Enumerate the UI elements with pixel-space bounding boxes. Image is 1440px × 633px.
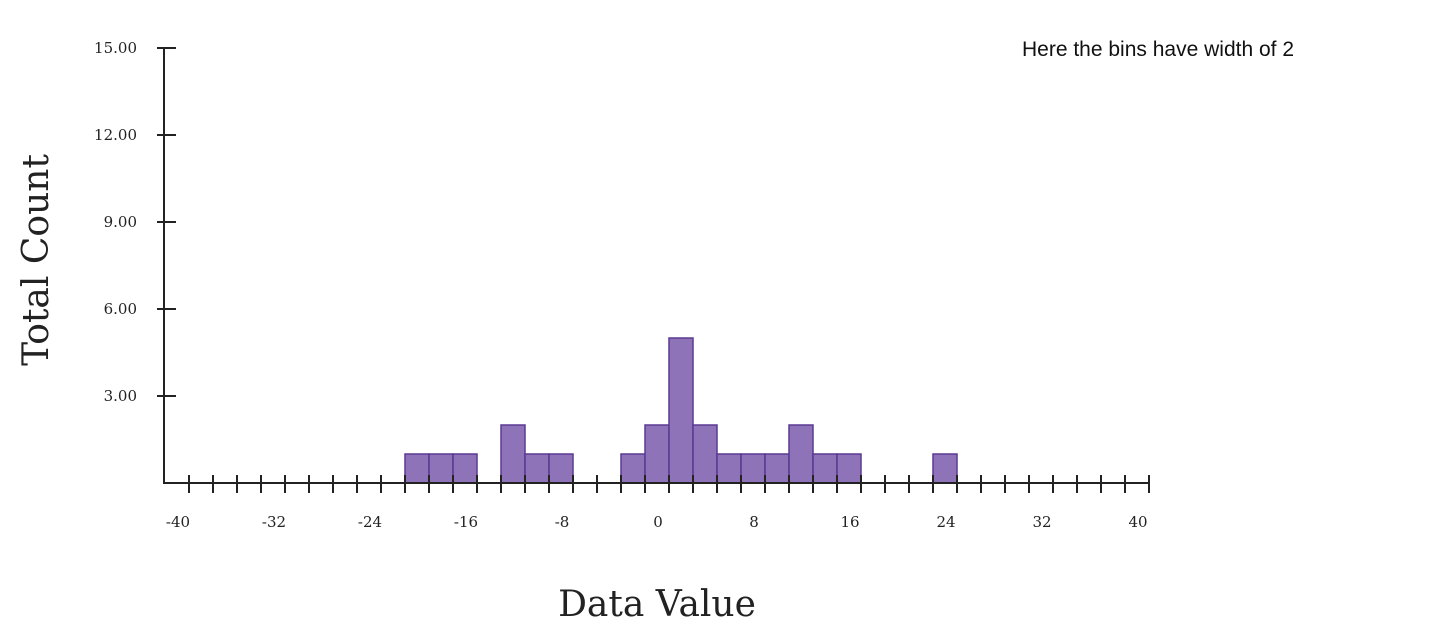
x-tick-label: -24 bbox=[358, 513, 382, 531]
axes bbox=[157, 47, 1150, 493]
histogram-bar bbox=[740, 453, 766, 484]
histogram-bar bbox=[812, 453, 838, 484]
histogram-bar bbox=[620, 453, 646, 484]
histogram-bar bbox=[668, 337, 694, 484]
y-tick-label: 3.00 bbox=[104, 387, 137, 405]
histogram-bar bbox=[404, 453, 430, 484]
y-tick-label: 12.00 bbox=[94, 126, 137, 144]
x-tick-label: -40 bbox=[166, 513, 190, 531]
histogram-bar bbox=[836, 453, 862, 484]
bin-width-annotation: Here the bins have width of 2 bbox=[1022, 38, 1294, 61]
histogram-bar bbox=[428, 453, 454, 484]
histogram-bar bbox=[692, 424, 718, 484]
x-axis-title: Data Value bbox=[558, 584, 756, 625]
x-tick-label: 32 bbox=[1032, 513, 1051, 531]
histogram-bars bbox=[404, 337, 958, 484]
x-tick-label: -32 bbox=[262, 513, 286, 531]
y-tick-label: 9.00 bbox=[104, 213, 137, 231]
histogram-bar bbox=[524, 453, 550, 484]
tick-labels: -40 -32 -24 -16 -8 0 8 16 24 32 40 3.00 6.00 9.00 12.0… bbox=[94, 39, 1148, 531]
histogram-bar bbox=[764, 453, 790, 484]
x-tick-label: -8 bbox=[555, 513, 570, 531]
histogram-bar bbox=[644, 424, 670, 484]
histogram-bar bbox=[716, 453, 742, 484]
x-tick-label: 8 bbox=[749, 513, 759, 531]
histogram-bar bbox=[932, 453, 958, 484]
x-tick-label: 0 bbox=[653, 513, 663, 531]
histogram-bar bbox=[452, 453, 478, 484]
y-tick-label: 15.00 bbox=[94, 39, 137, 57]
y-axis-title: Total Count bbox=[16, 154, 57, 366]
y-tick-label: 6.00 bbox=[104, 300, 137, 318]
histogram-bar bbox=[788, 424, 814, 484]
histogram-bar bbox=[500, 424, 526, 484]
x-tick-label: -16 bbox=[454, 513, 478, 531]
x-tick-label: 16 bbox=[840, 513, 859, 531]
histogram-bar bbox=[548, 453, 574, 484]
x-tick-label: 24 bbox=[936, 513, 955, 531]
x-tick-label: 40 bbox=[1128, 513, 1147, 531]
